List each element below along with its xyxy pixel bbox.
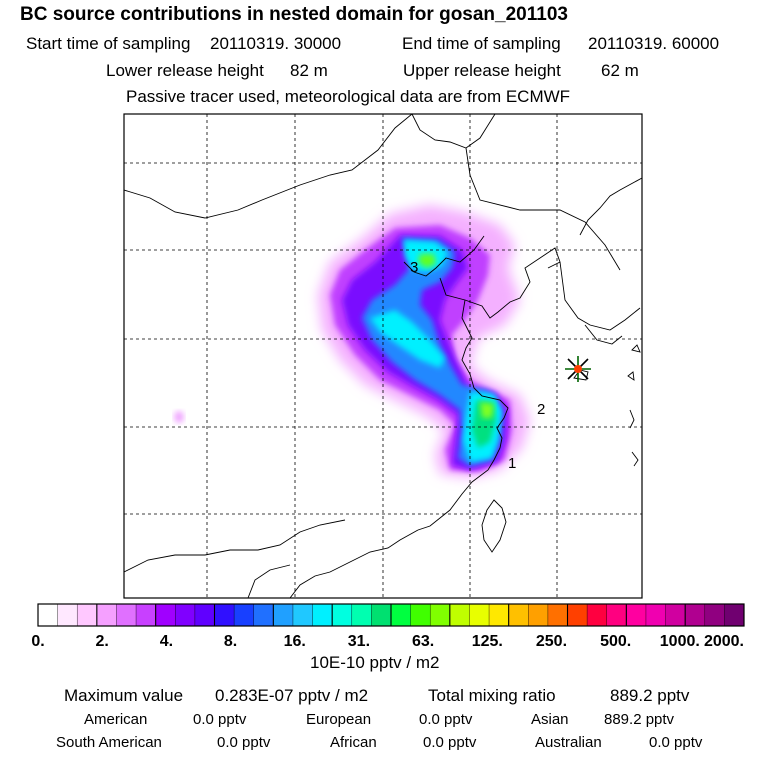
colorbar-tick-label: 8. [224, 633, 237, 650]
end-time-value: 20110319. 60000 [588, 34, 720, 53]
end-time-label: End time of sampling [402, 34, 561, 53]
region-australian-label: Australian [535, 734, 602, 751]
colorbar-cell [391, 604, 412, 626]
colorbar-tick-label: 16. [284, 633, 306, 650]
source-marker-2: 2 [537, 401, 545, 418]
region-south-american-value: 0.0 pptv [217, 734, 271, 751]
colorbar-cell [685, 604, 706, 626]
concentration-plume [174, 205, 530, 478]
source-marker-3: 3 [410, 259, 418, 276]
colorbar-cell [273, 604, 294, 626]
max-value-label: Maximum value [64, 686, 184, 705]
colorbar [38, 604, 745, 626]
colorbar-tick-label: 2. [96, 633, 109, 650]
colorbar-cell [214, 604, 235, 626]
colorbar-unit: 10E-10 pptv / m2 [310, 653, 440, 672]
colorbar-cell [528, 604, 549, 626]
region-asian-value: 889.2 pptv [604, 711, 675, 728]
grid-lines [124, 114, 642, 598]
colorbar-tick-label: 0. [31, 633, 44, 650]
colorbar-cell [665, 604, 686, 626]
colorbar-cell [410, 604, 431, 626]
colorbar-frame [37, 603, 745, 627]
colorbar-cell [724, 604, 745, 626]
start-time-value: 20110319. 30000 [210, 34, 342, 53]
colorbar-cell [253, 604, 274, 626]
colorbar-cell [351, 604, 372, 626]
region-african-label: African [330, 734, 377, 751]
colorbar-cell [567, 604, 588, 626]
map-area [124, 114, 642, 598]
colorbar-cell [57, 604, 78, 626]
colorbar-cell [312, 604, 333, 626]
colorbar-ticks: 0. 2. 4. 8. 16. 31. 63. 125. 250. 500. 1000. 2000. [31, 633, 744, 650]
colorbar-cell [292, 604, 314, 626]
region-african-value: 0.0 pptv [423, 734, 477, 751]
colorbar-tick-label: 31. [348, 633, 370, 650]
colorbar-tick-label: 4. [160, 633, 173, 650]
colorbar-cell [449, 604, 470, 626]
coastlines [124, 114, 642, 598]
upper-release-label: Upper release height [403, 61, 561, 80]
region-european-value: 0.0 pptv [419, 711, 473, 728]
colorbar-tick-label: 500. [600, 633, 631, 650]
colorbar-cell [704, 604, 725, 626]
colorbar-tick-label: 63. [412, 633, 434, 650]
total-mixing-label: Total mixing ratio [428, 686, 556, 705]
tracer-note: Passive tracer used, meteorological data… [126, 87, 571, 106]
max-value: 0.283E-07 pptv / m2 [215, 686, 369, 705]
colorbar-cell [194, 604, 215, 626]
colorbar-tick-label: 1000. [660, 633, 700, 650]
region-american-value: 0.0 pptv [193, 711, 247, 728]
colorbar-cell [626, 604, 647, 626]
colorbar-tick-label: 2000. [704, 633, 744, 650]
colorbar-cell [77, 604, 98, 626]
colorbar-cell [606, 604, 627, 626]
colorbar-cell [371, 604, 392, 626]
colorbar-tick-label: 125. [472, 633, 503, 650]
colorbar-cell [508, 604, 529, 626]
region-american-label: American [84, 711, 148, 728]
colorbar-cell [96, 604, 117, 626]
colorbar-cell [645, 604, 667, 626]
lower-release-value: 82 m [290, 61, 328, 80]
colorbar-tick-label: 250. [536, 633, 567, 650]
source-marker-1: 1 [508, 455, 516, 472]
region-european-label: European [306, 711, 372, 728]
colorbar-cell [430, 604, 451, 626]
map-frame [123, 113, 643, 599]
start-time-label: Start time of sampling [26, 34, 191, 53]
upper-release-value: 62 m [601, 61, 639, 80]
region-south-american-label: South American [56, 734, 162, 751]
colorbar-cell [234, 604, 255, 626]
colorbar-cell [155, 604, 176, 626]
colorbar-cell [116, 604, 137, 626]
colorbar-cell [489, 604, 510, 626]
colorbar-cell [469, 604, 490, 626]
region-asian-label: Asian [531, 711, 569, 728]
lower-release-label: Lower release height [106, 61, 264, 80]
colorbar-cell [175, 604, 196, 626]
total-mixing-value: 889.2 pptv [610, 686, 690, 705]
colorbar-cell [38, 604, 59, 626]
colorbar-cell [332, 604, 353, 626]
colorbar-cell [587, 604, 608, 626]
region-australian-value: 0.0 pptv [649, 734, 703, 751]
colorbar-cell [136, 604, 157, 626]
colorbar-cell [547, 604, 568, 626]
map-title: BC source contributions in nested domain… [20, 4, 568, 25]
star-icon [565, 356, 591, 382]
